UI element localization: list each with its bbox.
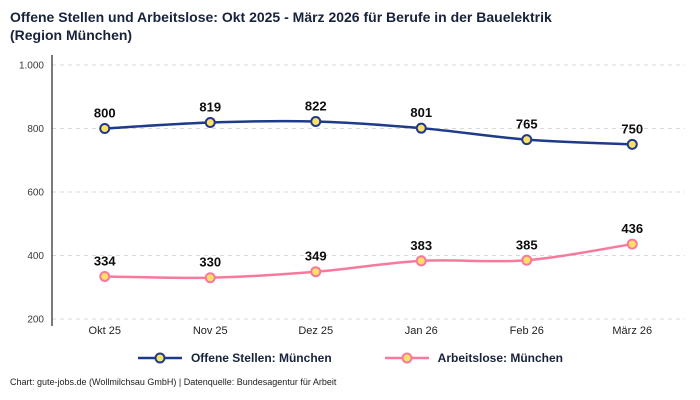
data-point-label: 330 [199, 255, 221, 270]
legend-label: Offene Stellen: München [190, 351, 332, 366]
data-point-label: 750 [621, 122, 643, 137]
x-tick-label: Feb 26 [510, 325, 544, 337]
data-point-marker [310, 266, 322, 278]
data-point-marker [626, 139, 638, 151]
data-point-label: 385 [516, 238, 538, 253]
series-line [104, 120, 633, 146]
data-point-marker [626, 238, 638, 250]
data-point-marker [99, 123, 111, 135]
x-tick-label: Jan 26 [405, 325, 438, 337]
x-tick-label: März 26 [612, 325, 652, 337]
data-point-label: 436 [621, 221, 643, 236]
data-point-marker [99, 271, 111, 283]
data-point-marker [415, 255, 427, 267]
data-point-marker [521, 134, 533, 146]
x-tick-label: Okt 25 [89, 325, 121, 337]
chart-title: Offene Stellen und Arbeitslose: Okt 2025… [10, 9, 552, 44]
data-point-marker [310, 116, 322, 128]
y-tick-label: 400 [27, 251, 44, 262]
data-point-marker [204, 272, 216, 284]
data-point-marker [415, 123, 427, 135]
data-point-label: 800 [94, 106, 116, 121]
data-point-label: 349 [305, 249, 327, 264]
x-tick-label: Nov 25 [193, 325, 228, 337]
x-tick-label: Dez 25 [298, 325, 333, 337]
y-tick-label: 800 [27, 124, 44, 135]
line-chart-canvas: 1.000 800 600 400 200 Okt 25 Nov 25 Dez 25 Jan 2… [19, 55, 685, 337]
series-line [104, 243, 633, 280]
data-point-label: 801 [410, 106, 432, 121]
data-point-label: 383 [410, 238, 432, 253]
data-point-marker [521, 255, 533, 267]
legend-item: Offene Stellen: München [137, 351, 332, 365]
data-point-label: 819 [199, 100, 221, 115]
legend-label: Arbeitslose: München [437, 351, 564, 366]
data-point-label: 822 [305, 99, 327, 114]
chart-legend: Offene Stellen: München Arbeitslose: Münc… [10, 351, 690, 365]
data-point-marker [204, 117, 216, 129]
y-tick-label: 1.000 [19, 61, 44, 72]
footer-credit: Chart: gute-jobs.de (Wollmilchsau GmbH) … [10, 377, 337, 388]
legend-series-icon [384, 352, 429, 364]
data-point-label: 334 [94, 254, 116, 269]
legend-series-icon [137, 352, 182, 364]
y-tick-label: 600 [27, 188, 44, 199]
legend-item: Arbeitslose: München [384, 351, 563, 365]
y-tick-label: 200 [27, 315, 44, 326]
data-point-label: 765 [516, 117, 538, 132]
